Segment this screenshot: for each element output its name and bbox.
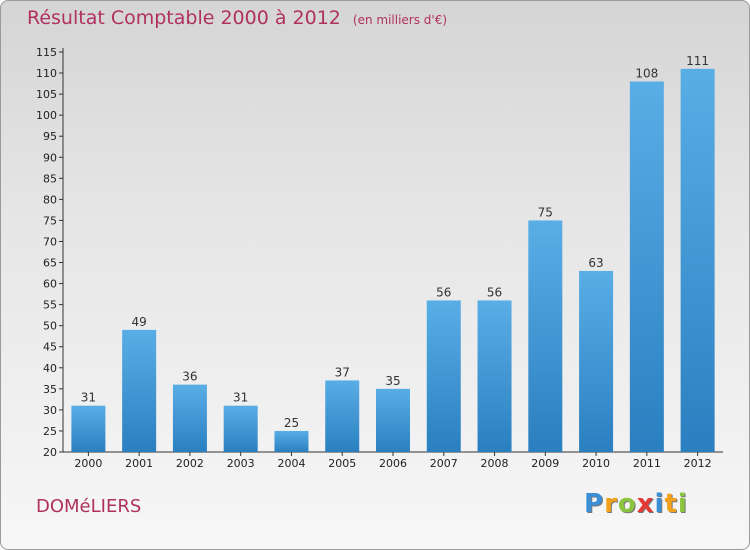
x-tick-label-2012: 2012 bbox=[684, 457, 712, 470]
logo-letter: o bbox=[617, 489, 637, 519]
x-tick-label-2001: 2001 bbox=[125, 457, 153, 470]
value-label-2003: 31 bbox=[233, 391, 248, 405]
value-label-2010: 63 bbox=[588, 256, 603, 270]
logo-letter: i bbox=[677, 489, 688, 519]
logo-letter: i bbox=[654, 489, 665, 519]
y-tick-label: 65 bbox=[43, 257, 57, 270]
value-label-2011: 108 bbox=[635, 66, 658, 80]
y-tick-label: 115 bbox=[36, 46, 57, 59]
y-tick-label: 105 bbox=[36, 88, 57, 101]
y-tick-label: 80 bbox=[43, 193, 57, 206]
bar-2005 bbox=[325, 380, 360, 452]
bar-2002 bbox=[172, 384, 207, 452]
chart-title: Résultat Comptable 2000 à 2012 bbox=[27, 7, 341, 29]
logo-letter: t bbox=[664, 489, 678, 519]
x-tick-label-2008: 2008 bbox=[481, 457, 509, 470]
y-tick-label: 20 bbox=[43, 446, 57, 459]
bar-2012 bbox=[680, 68, 715, 452]
logo-letter: r bbox=[604, 489, 618, 519]
x-tick-label-2002: 2002 bbox=[176, 457, 204, 470]
bar-2007 bbox=[426, 300, 461, 452]
y-tick-label: 50 bbox=[43, 320, 57, 333]
value-label-2002: 36 bbox=[182, 370, 197, 384]
value-label-2001: 49 bbox=[132, 315, 147, 329]
y-tick-label: 75 bbox=[43, 214, 57, 227]
value-label-2007: 56 bbox=[436, 285, 451, 299]
bar-2001 bbox=[122, 329, 157, 452]
x-tick-label-2009: 2009 bbox=[531, 457, 559, 470]
x-tick-label-2007: 2007 bbox=[430, 457, 458, 470]
bar-2008 bbox=[477, 300, 512, 452]
y-tick-label: 25 bbox=[43, 425, 57, 438]
y-tick-label: 35 bbox=[43, 383, 57, 396]
y-tick-label: 40 bbox=[43, 362, 57, 375]
x-tick-label-2011: 2011 bbox=[633, 457, 661, 470]
value-label-2005: 37 bbox=[335, 365, 350, 379]
y-tick-label: 90 bbox=[43, 151, 57, 164]
value-label-2000: 31 bbox=[81, 391, 96, 405]
value-label-2012: 111 bbox=[686, 54, 709, 68]
x-tick-label-2003: 2003 bbox=[227, 457, 255, 470]
bar-2003 bbox=[223, 405, 258, 452]
x-tick-label-2000: 2000 bbox=[74, 457, 102, 470]
y-tick-label: 70 bbox=[43, 235, 57, 248]
bar-2010 bbox=[579, 270, 614, 452]
x-tick-label-2010: 2010 bbox=[582, 457, 610, 470]
bar-2000 bbox=[71, 405, 106, 452]
bar-2004 bbox=[274, 430, 309, 452]
y-tick-label: 95 bbox=[43, 130, 57, 143]
bar-2009 bbox=[528, 220, 563, 452]
y-tick-label: 45 bbox=[43, 341, 57, 354]
logo-letter: P bbox=[584, 489, 605, 519]
value-label-2008: 56 bbox=[487, 285, 502, 299]
chart-subtitle: (en milliers d'€) bbox=[352, 13, 448, 27]
y-tick-label: 30 bbox=[43, 404, 57, 417]
bar-2006 bbox=[376, 388, 410, 452]
y-tick-label: 55 bbox=[43, 299, 57, 312]
y-tick-label: 100 bbox=[36, 109, 57, 122]
value-label-2006: 35 bbox=[385, 374, 400, 388]
y-tick-label: 85 bbox=[43, 172, 57, 185]
chart-title-block: Résultat Comptable 2000 à 2012 (en millie… bbox=[27, 7, 447, 29]
proxiti-logo: Proxiti bbox=[584, 489, 688, 519]
bar-2011 bbox=[629, 81, 664, 452]
x-tick-label-2004: 2004 bbox=[277, 457, 305, 470]
place-name: DOMéLIERS bbox=[36, 496, 142, 517]
x-tick-label-2006: 2006 bbox=[379, 457, 407, 470]
logo-letter: x bbox=[636, 489, 655, 519]
x-tick-label-2005: 2005 bbox=[328, 457, 356, 470]
value-label-2009: 75 bbox=[538, 205, 553, 219]
y-tick-label: 110 bbox=[36, 67, 57, 80]
value-label-2004: 25 bbox=[284, 416, 299, 430]
y-tick-label: 60 bbox=[43, 278, 57, 291]
